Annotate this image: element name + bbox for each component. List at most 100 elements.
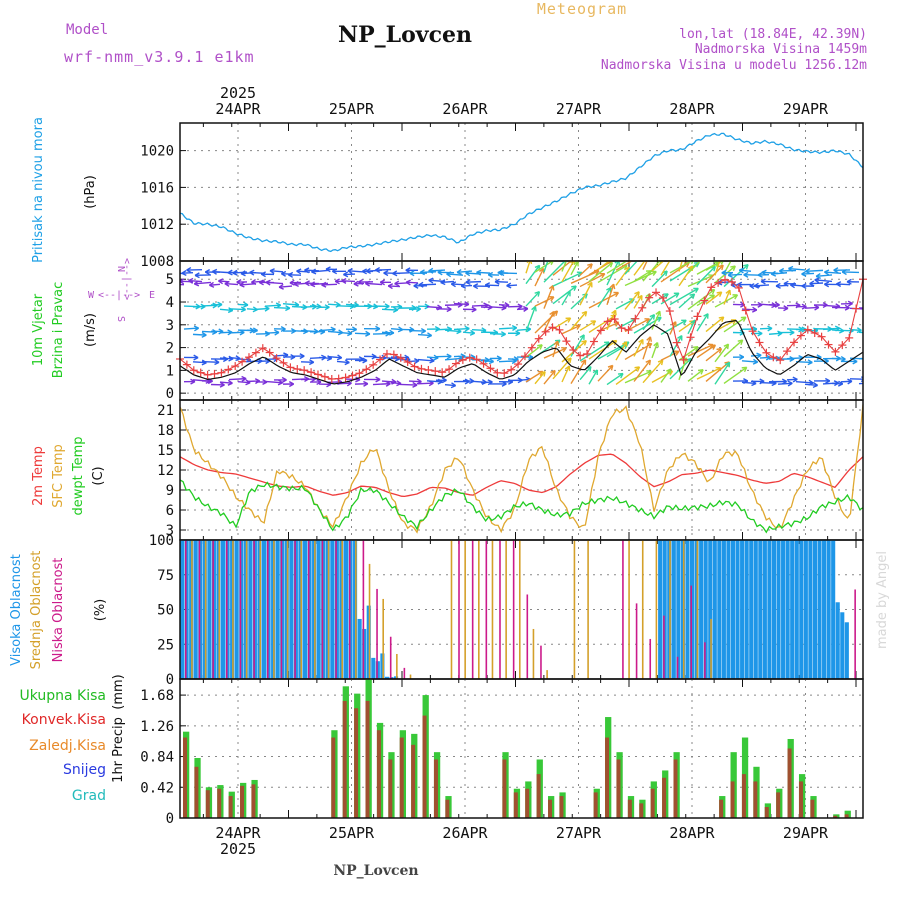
wind-arrow-head bbox=[464, 327, 470, 332]
cloud-bar-0 bbox=[744, 540, 749, 679]
wind-arrow-head bbox=[222, 358, 229, 363]
wind-arrow-head bbox=[451, 281, 457, 285]
wind-arrow-head bbox=[630, 298, 635, 304]
wind-arrow-head bbox=[669, 370, 674, 376]
wind-arrow bbox=[786, 357, 804, 360]
wind-arrow-head bbox=[347, 332, 353, 337]
wind-arrow-head bbox=[450, 384, 456, 389]
wind-arrow-head bbox=[375, 266, 381, 271]
wind-arrow-head bbox=[188, 280, 194, 284]
y-tick-label: 9 bbox=[166, 483, 174, 499]
wind-arrow bbox=[462, 331, 475, 334]
wind-arrow-head bbox=[397, 303, 403, 308]
wind-arrow-head bbox=[539, 267, 544, 272]
precip-bar-convective bbox=[605, 737, 610, 818]
cloud-bar-1 bbox=[245, 540, 248, 679]
wind-arrow bbox=[489, 332, 506, 335]
wind-arrow bbox=[336, 331, 352, 335]
wind-arrow-head bbox=[227, 379, 233, 384]
wind-arrow-head bbox=[665, 270, 668, 277]
y-tick-label: 0 bbox=[166, 672, 174, 688]
wind-arrow-head bbox=[511, 325, 518, 329]
wind-arrow-head bbox=[194, 272, 200, 276]
wind-arrow-head bbox=[801, 283, 807, 287]
wind-arrow bbox=[365, 282, 383, 286]
wind-ylabel-2: Brzina i Pravac bbox=[51, 282, 66, 379]
wind-arrow-head bbox=[397, 306, 403, 310]
cloud-bar-0 bbox=[708, 540, 713, 679]
wind-arrow-head bbox=[716, 291, 722, 294]
wind-arrow-head bbox=[695, 346, 699, 352]
cloud-bar-2 bbox=[690, 585, 693, 679]
wind-arrow-head bbox=[493, 329, 499, 334]
y-tick-label: 21 bbox=[157, 403, 174, 419]
wind-arrow-head bbox=[405, 279, 411, 283]
precip-bar-convective bbox=[376, 730, 381, 818]
wind-arrow bbox=[642, 314, 655, 331]
cloud-bar-2 bbox=[321, 540, 324, 679]
y-tick-label: 1 bbox=[166, 363, 174, 379]
wind-arrow-head bbox=[751, 309, 758, 313]
cloud-bar-2 bbox=[635, 603, 638, 679]
wind-arrow-head bbox=[188, 277, 194, 282]
precip-bar-convective bbox=[411, 744, 416, 818]
temp-line-0 bbox=[179, 453, 864, 498]
cloud-bar-0 bbox=[844, 622, 849, 679]
cloud-bar-1 bbox=[587, 540, 589, 679]
wind-arrow-head bbox=[756, 352, 762, 356]
cloud-bar-0 bbox=[220, 540, 226, 679]
wind-arrow-head bbox=[451, 382, 457, 387]
wind-arrow-head bbox=[506, 285, 512, 289]
wind-arrow-head bbox=[649, 336, 653, 342]
wind-arrow bbox=[678, 261, 683, 272]
precip-legend-item: Ukupna Kisa bbox=[19, 688, 106, 704]
wind-arrow-head bbox=[186, 269, 192, 273]
wind-arrow bbox=[381, 308, 398, 311]
wind-arrow-head bbox=[393, 306, 399, 311]
wind-arrow-head bbox=[779, 270, 785, 274]
wind-arrow bbox=[381, 331, 394, 334]
wind-arrow-head bbox=[692, 293, 696, 299]
wind-arrow-head bbox=[304, 280, 310, 284]
wind-arrow-head bbox=[756, 354, 762, 359]
wind-arrow-head bbox=[204, 271, 211, 276]
wind-arrow-head bbox=[190, 380, 196, 385]
precip-bar-convective bbox=[559, 796, 564, 818]
cloud-bar-1 bbox=[314, 540, 316, 679]
wind-arrow-head bbox=[193, 356, 199, 361]
wind-arrow-head bbox=[601, 273, 606, 279]
pressure-panel: 1008 1012 1016 1020 bbox=[140, 122, 864, 270]
wind-arrow-head bbox=[840, 355, 846, 360]
wind-arrow-head bbox=[528, 356, 534, 361]
wind-arrow-head bbox=[375, 378, 381, 383]
cloud-bar-0 bbox=[749, 540, 754, 679]
wind-arrow-head bbox=[289, 279, 295, 284]
wind-arrow bbox=[858, 382, 863, 385]
wind-arrow-head bbox=[805, 268, 811, 272]
wind-arrow-head bbox=[816, 354, 822, 358]
cloud-bar-0 bbox=[726, 540, 731, 679]
precip-bar-convective bbox=[787, 748, 792, 818]
wind-arrow-head bbox=[741, 366, 747, 369]
wind-arrow-head bbox=[441, 379, 447, 384]
wind-arrow-head bbox=[258, 281, 264, 286]
wind-arrow bbox=[723, 289, 731, 305]
cloud-bar-0 bbox=[275, 540, 280, 679]
wind-arrow-head bbox=[534, 306, 537, 312]
wind-arrow bbox=[579, 273, 606, 288]
wind-arrow-head bbox=[671, 252, 675, 255]
wind-arrow-head bbox=[592, 320, 597, 326]
wind-arrow-head bbox=[783, 283, 789, 287]
cloud-bar-1 bbox=[259, 540, 262, 679]
wind-arrow-head bbox=[331, 270, 338, 275]
wind-arrow-head bbox=[310, 283, 316, 288]
cloud-bar-0 bbox=[316, 540, 321, 679]
cloud-bar-1 bbox=[204, 540, 207, 679]
wind-arrow-head bbox=[385, 332, 391, 337]
wind-arrow bbox=[408, 308, 421, 311]
cloud-bar-0 bbox=[817, 540, 822, 679]
wind-arrow-head bbox=[801, 285, 807, 290]
wind-gust-line bbox=[179, 279, 864, 380]
precip-bar-convective bbox=[616, 759, 621, 818]
